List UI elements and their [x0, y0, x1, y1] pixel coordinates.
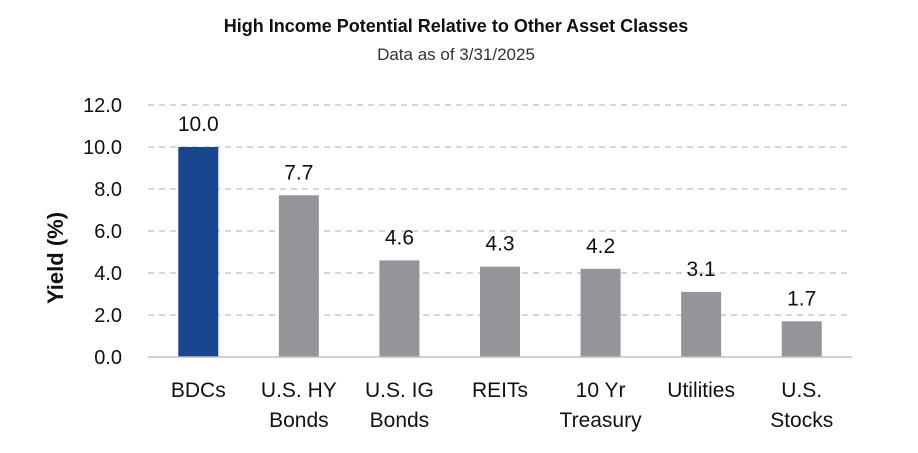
y-tick-label: 6.0 — [94, 221, 122, 243]
y-axis-ticks: 0.0 2.0 4.0 6.0 8.0 10.0 12.0 — [83, 95, 122, 369]
y-tick-label: 10.0 — [83, 137, 122, 159]
y-tick-label: 12.0 — [83, 95, 122, 117]
data-label: 1.7 — [787, 287, 816, 310]
bar — [379, 260, 420, 357]
bar — [278, 195, 319, 357]
category-label: REITs — [472, 379, 528, 402]
chart-subtitle: Data as of 3/31/2025 — [377, 45, 535, 64]
bar — [480, 266, 520, 357]
bar — [580, 268, 621, 357]
category-labels: BDCs U.S. HY Bonds U.S. IG Bonds REITs 10 Yr Tr… — [171, 379, 833, 432]
data-label: 7.7 — [284, 161, 313, 184]
category-label: Utilities — [667, 379, 735, 402]
chart-title: High Income Potential Relative to Other … — [224, 16, 688, 36]
bars — [178, 147, 822, 357]
category-label: Stocks — [770, 409, 833, 432]
category-label: U.S. IG — [365, 379, 434, 402]
category-label: 10 Yr — [576, 379, 626, 402]
data-label: 4.2 — [586, 235, 615, 258]
data-label: 3.1 — [687, 258, 716, 281]
category-label: U.S. — [781, 379, 822, 402]
bar — [681, 291, 722, 357]
y-tick-label: 8.0 — [94, 179, 122, 201]
category-label: Treasury — [560, 409, 643, 432]
y-tick-label: 0.0 — [94, 347, 122, 369]
data-label: 10.0 — [178, 113, 219, 136]
category-label: Bonds — [269, 409, 329, 432]
y-tick-label: 4.0 — [94, 263, 122, 285]
data-label: 4.3 — [485, 233, 514, 256]
category-label: BDCs — [171, 379, 226, 402]
bar — [781, 321, 822, 357]
data-label: 4.6 — [385, 226, 414, 249]
category-label: U.S. HY — [261, 379, 337, 402]
bar — [178, 147, 219, 357]
category-label: Bonds — [370, 409, 430, 432]
y-axis-label: Yield (%) — [43, 212, 68, 304]
data-labels: 10.0 7.7 4.6 4.3 4.2 3.1 1.7 — [178, 113, 816, 310]
y-tick-label: 2.0 — [94, 305, 122, 327]
